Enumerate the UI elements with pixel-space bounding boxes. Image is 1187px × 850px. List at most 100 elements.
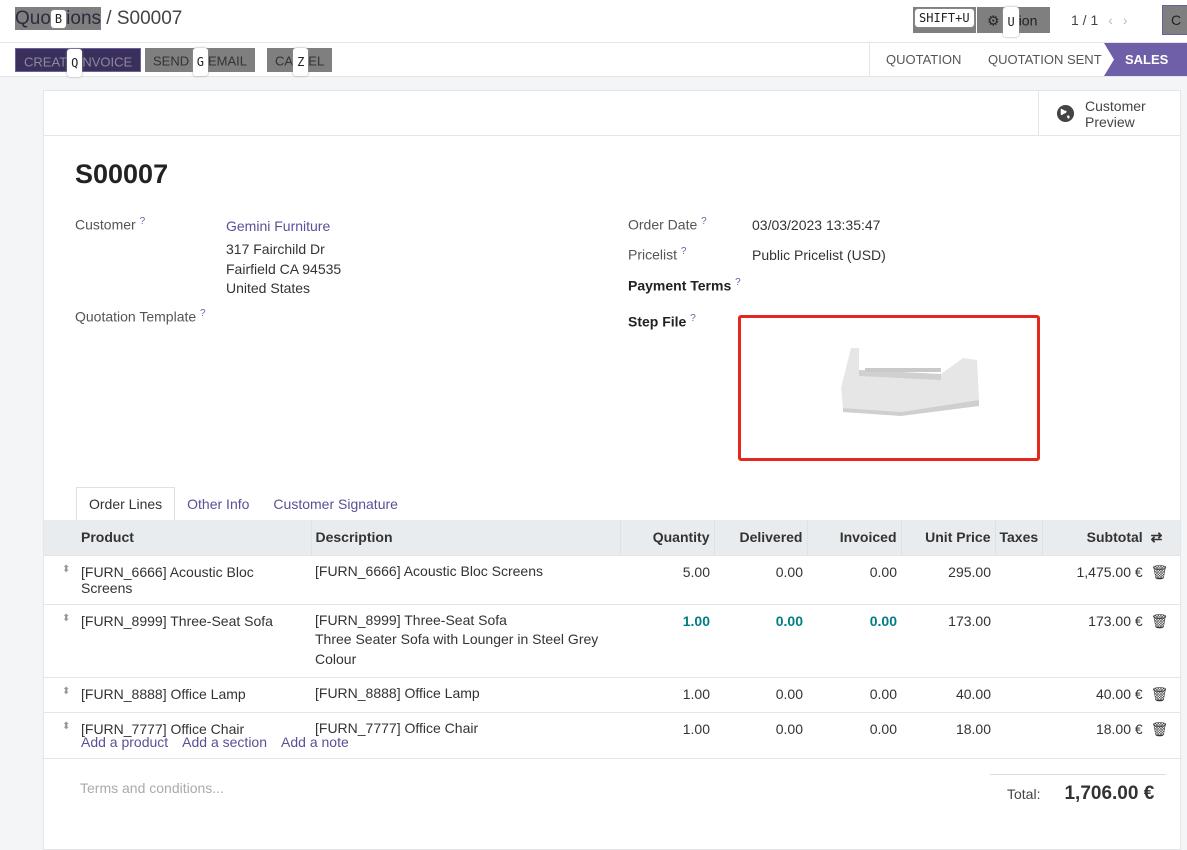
shift-hint: SHIFT+U <box>913 7 976 33</box>
cell-product[interactable]: [FURN_7777] Office Chair <box>77 711 311 746</box>
cell-description[interactable]: [FURN_8888] Office Lamp <box>311 677 620 712</box>
drag-handle-icon[interactable]: ⬍ <box>44 603 77 678</box>
cell-unit-price[interactable]: 40.00 <box>901 677 995 712</box>
cell-invoiced: 0.00 <box>807 677 901 712</box>
cell-invoiced: 0.00 <box>807 711 901 746</box>
record-title: S00007 <box>75 159 169 189</box>
add-product-link[interactable]: Add a product <box>81 734 169 750</box>
cell-taxes[interactable] <box>995 603 1043 678</box>
col-description[interactable]: Description <box>310 520 620 555</box>
cell-taxes[interactable] <box>995 554 1043 604</box>
stage-sales-order[interactable]: SALES ORDER <box>1104 43 1187 76</box>
notebook-tabs: Order Lines Other Info Customer Signature <box>76 487 410 521</box>
pager: 1 / 1 ‹ › <box>1071 12 1128 28</box>
chevron-right-icon[interactable]: › <box>1122 12 1128 28</box>
hotkey-hint: U <box>1003 7 1019 37</box>
cell-product[interactable]: [FURN_8888] Office Lamp <box>77 677 311 712</box>
drag-handle-icon[interactable]: ⬍ <box>44 711 77 746</box>
trash-icon[interactable]: 🗑 <box>1146 603 1180 678</box>
cell-product[interactable]: [FURN_6666] Acoustic Bloc Screens <box>77 554 311 604</box>
add-note-link[interactable]: Add a note <box>281 734 349 750</box>
create-invoice-button[interactable]: CREAT Q NVOICE <box>15 48 142 77</box>
col-subtotal[interactable]: Subtotal <box>1042 520 1147 555</box>
drag-handle-icon[interactable]: ⬍ <box>44 677 77 712</box>
terms-input[interactable]: Terms and conditions... <box>80 780 224 796</box>
tab-order-lines[interactable]: Order Lines <box>76 487 176 521</box>
cell-description[interactable]: [FURN_8999] Three-Seat Sofa Three Seater … <box>311 603 620 678</box>
chevron-left-icon[interactable]: ‹ <box>1108 12 1113 28</box>
hotkey-hint: SHIFT+U <box>915 9 974 28</box>
cell-quantity[interactable]: 1.00 <box>620 677 714 712</box>
cell-unit-price[interactable]: 295.00 <box>901 554 995 604</box>
cell-product[interactable]: [FURN_8999] Three-Seat Sofa <box>77 603 311 678</box>
col-taxes[interactable]: Taxes <box>994 520 1043 555</box>
cell-delivered[interactable]: 0.00 <box>714 603 807 678</box>
payment-terms-label: Payment Terms ? <box>628 277 741 294</box>
cell-subtotal: 18.00 € <box>1042 711 1147 746</box>
trash-icon[interactable]: 🗑 <box>1146 554 1180 604</box>
tab-customer-signature[interactable]: Customer Signature <box>273 496 398 512</box>
cell-description[interactable]: [FURN_6666] Acoustic Bloc Screens <box>311 554 620 604</box>
cell-taxes[interactable] <box>995 711 1043 746</box>
trash-icon[interactable]: 🗑 <box>1146 677 1180 712</box>
column-settings-icon[interactable]: ⇄ <box>1146 520 1180 555</box>
add-section-link[interactable]: Add a section <box>182 734 268 750</box>
cell-delivered[interactable]: 0.00 <box>714 554 807 604</box>
cell-taxes[interactable] <box>995 677 1043 712</box>
stage-quotation-sent[interactable]: QUOTATION SENT <box>988 52 1102 67</box>
step-file-label: Step File ? <box>628 313 696 330</box>
col-invoiced[interactable]: Invoiced <box>806 520 901 555</box>
cell-quantity[interactable]: 1.00 <box>620 711 714 746</box>
cell-invoiced: 0.00 <box>807 603 901 678</box>
cell-subtotal: 173.00 € <box>1042 603 1147 678</box>
cell-quantity[interactable]: 1.00 <box>620 603 714 678</box>
cell-unit-price[interactable]: 173.00 <box>901 603 995 678</box>
cell-quantity[interactable]: 5.00 <box>620 554 714 604</box>
total: Total: 1,706.00 € <box>1007 783 1155 804</box>
cancel-button[interactable]: CA Z EL <box>267 48 333 76</box>
cell-subtotal: 40.00 € <box>1042 677 1147 712</box>
drag-handle-icon[interactable]: ⬍ <box>44 554 77 604</box>
3d-model-preview <box>841 348 979 416</box>
customer-preview-button[interactable]: Customer Preview <box>1038 91 1180 135</box>
status-bar: CREAT Q NVOICE SEND G EMAIL CA Z EL QUOTATION… <box>0 43 1187 77</box>
step-file-viewer[interactable] <box>738 315 1040 461</box>
cell-delivered[interactable]: 0.00 <box>714 711 807 746</box>
send-email-button[interactable]: SEND G EMAIL <box>145 48 255 76</box>
cell-delivered[interactable]: 0.00 <box>714 677 807 712</box>
cell-unit-price[interactable]: 18.00 <box>901 711 995 746</box>
form-sheet: Customer Preview S00007 Customer ? Gemini… <box>43 90 1181 850</box>
customer-link[interactable]: Gemini Furniture <box>226 218 331 234</box>
pricelist-field[interactable]: Public Pricelist (USD) <box>752 247 886 263</box>
col-delivered[interactable]: Delivered <box>713 520 807 555</box>
create-button[interactable]: C <box>1162 5 1187 35</box>
order-lines-table: Product Description Quantity Delivered I… <box>44 520 1180 746</box>
stage-quotation[interactable]: QUOTATION <box>886 52 962 67</box>
order-date-field[interactable]: 03/03/2023 13:35:47 <box>752 217 881 233</box>
globe-icon <box>1056 104 1075 123</box>
table-row[interactable]: ⬍ [FURN_8888] Office Lamp [FURN_8888] Of… <box>44 677 1180 712</box>
col-unit-price[interactable]: Unit Price <box>900 520 995 555</box>
pricelist-label: Pricelist ? <box>628 246 687 263</box>
customer-label: Customer ? <box>75 216 146 233</box>
order-date-label: Order Date ? <box>628 216 707 233</box>
tab-other-info[interactable]: Other Info <box>187 496 250 512</box>
cell-invoiced: 0.00 <box>807 554 901 604</box>
table-row[interactable]: ⬍ [FURN_6666] Acoustic Bloc Screens [FUR… <box>44 554 1180 604</box>
quotation-template-label: Quotation Template ? <box>75 308 206 325</box>
col-product[interactable]: Product <box>77 520 311 555</box>
breadcrumb-current: S00007 <box>116 8 183 29</box>
cell-description[interactable]: [FURN_7777] Office Chair <box>311 711 620 746</box>
cell-subtotal: 1,475.00 € <box>1042 554 1147 604</box>
trash-icon[interactable]: 🗑 <box>1146 711 1180 746</box>
customer-address: 317 Fairchild Dr Fairfield CA 94535 United… <box>226 241 342 296</box>
table-row[interactable]: ⬍ [FURN_7777] Office Chair [FURN_7777] O… <box>44 711 1180 746</box>
col-quantity[interactable]: Quantity <box>619 520 714 555</box>
add-links: Add a product Add a section Add a note <box>81 734 363 750</box>
table-row[interactable]: ⬍ [FURN_8999] Three-Seat Sofa [FURN_8999… <box>44 603 1180 678</box>
hotkey-hint: B <box>50 9 67 28</box>
